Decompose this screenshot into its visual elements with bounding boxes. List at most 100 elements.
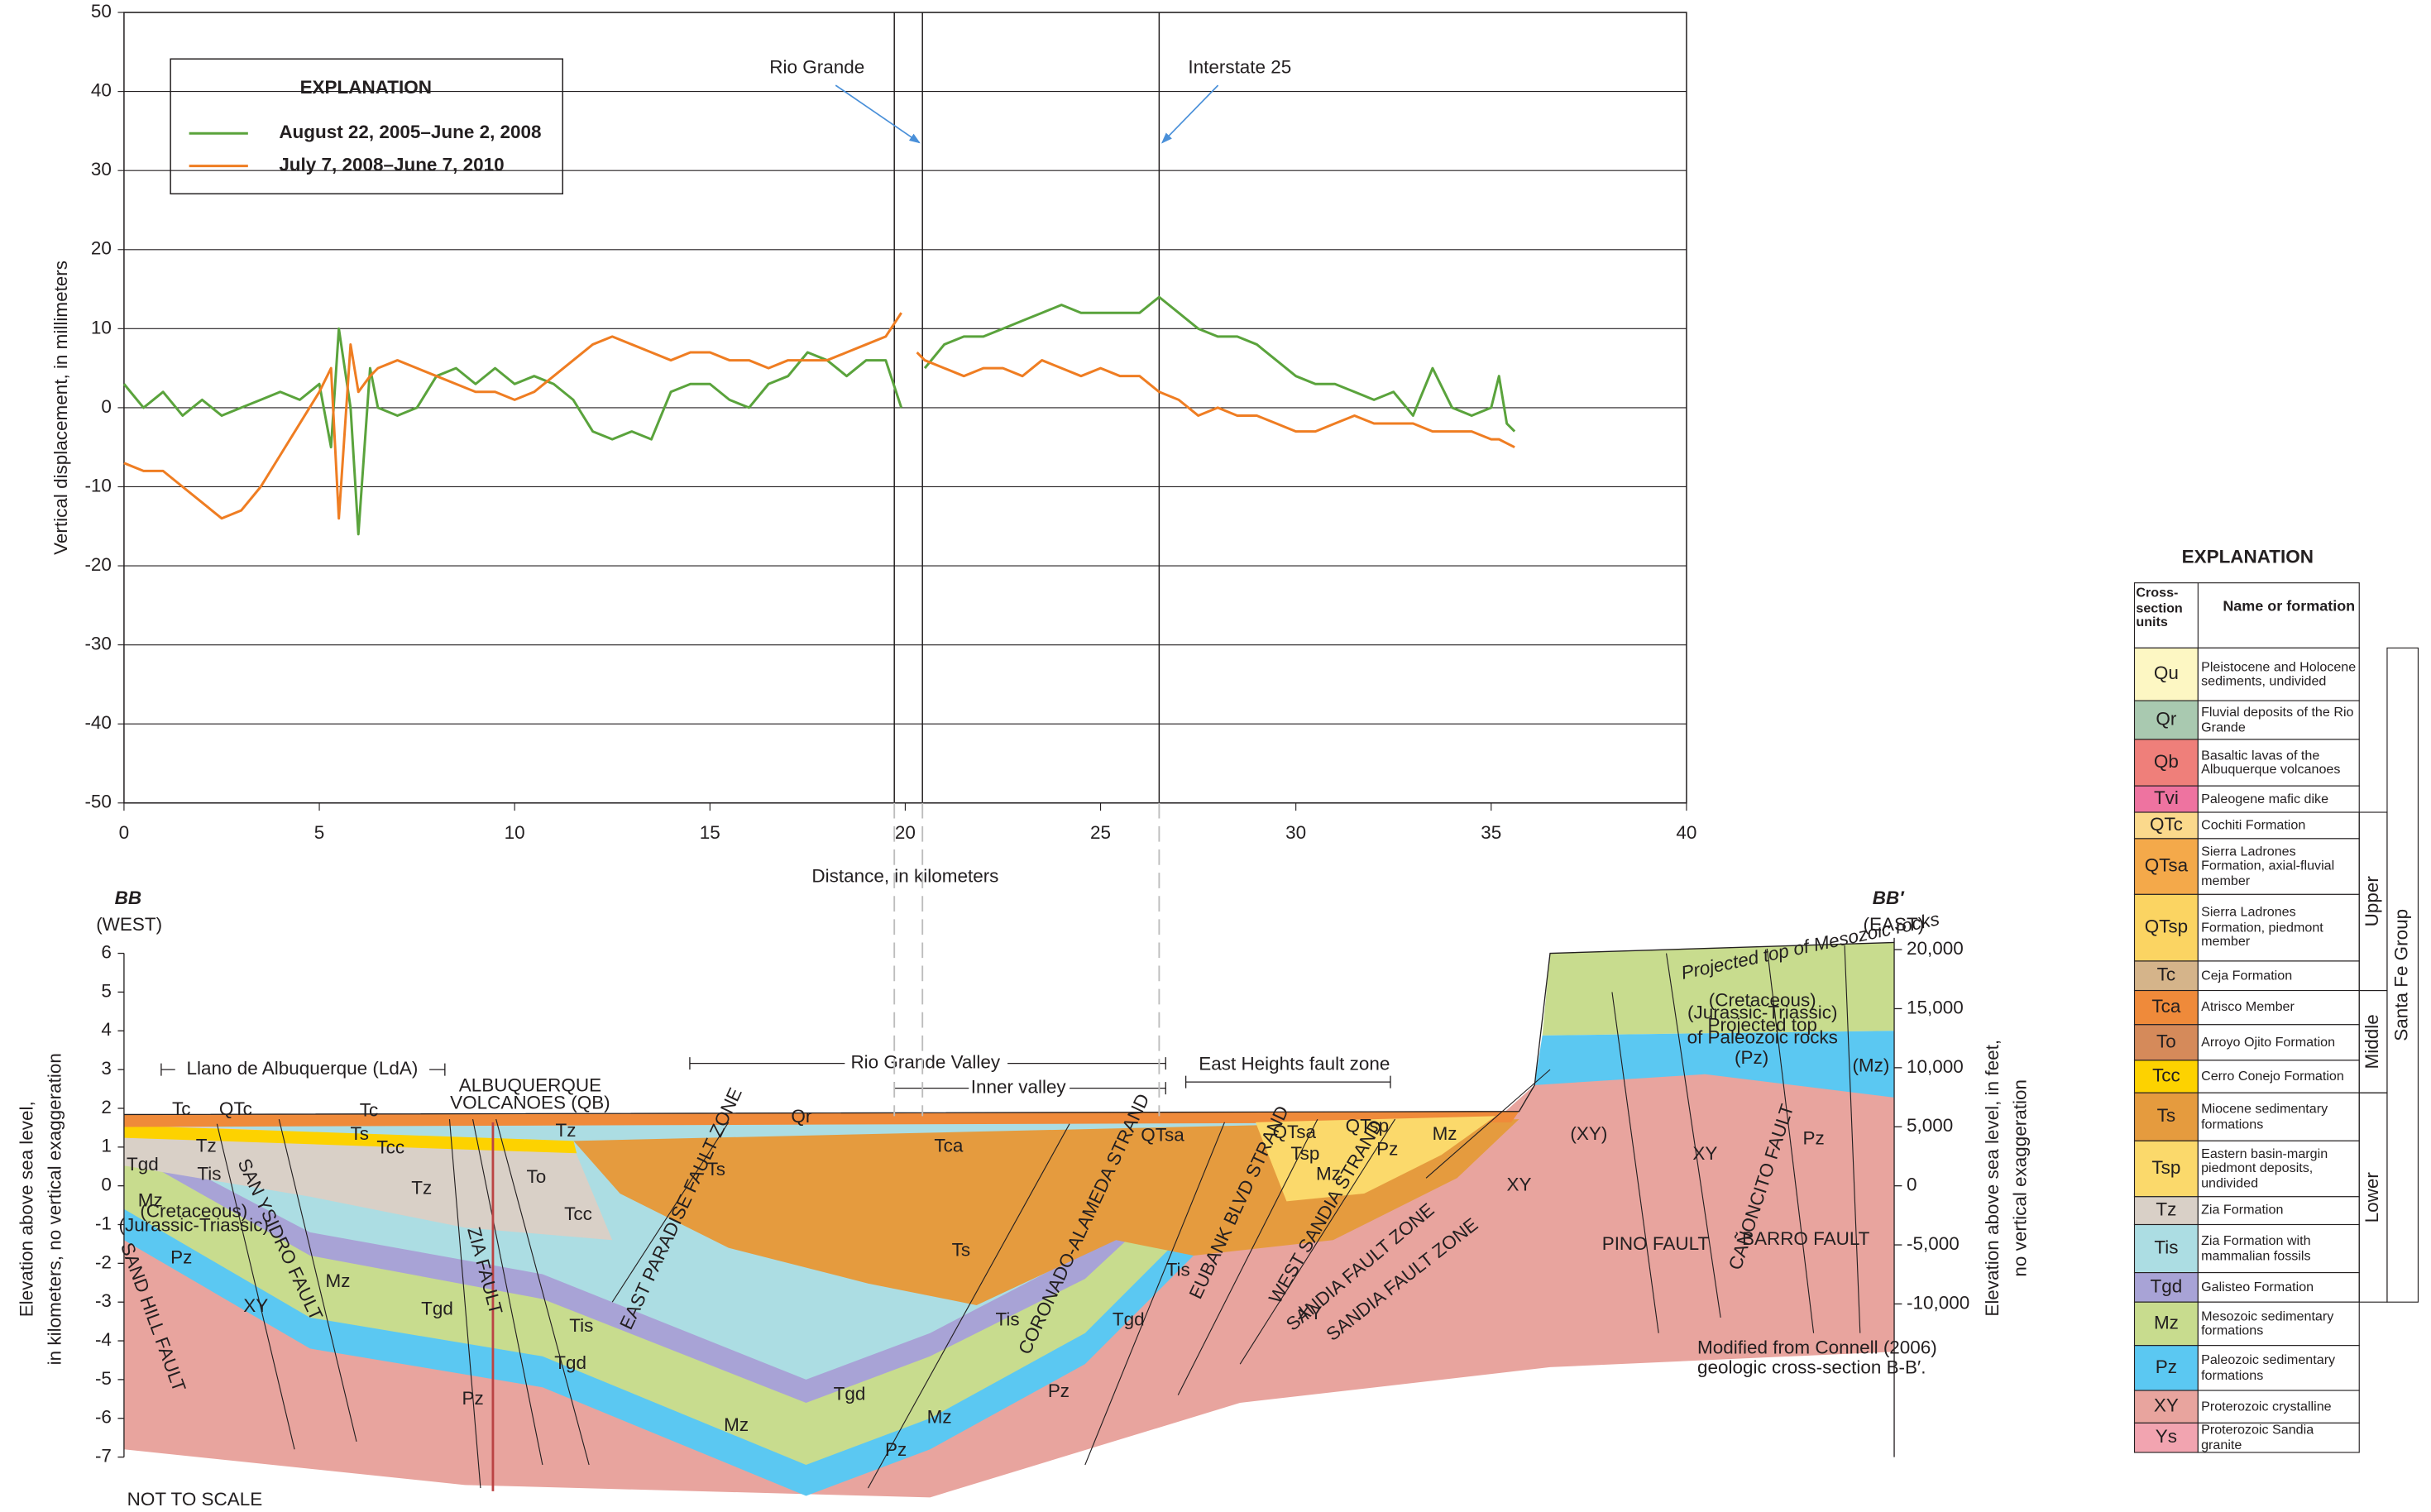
unit-name: Proterozoic crystalline: [2201, 1398, 2332, 1414]
unit-swatch: [2133, 1422, 2199, 1453]
unit-name-box: Eastern basin-margin piedmont deposits, …: [2201, 1146, 2328, 1189]
unit-label: (Pz): [1735, 1047, 1768, 1068]
unit-label: Tis: [569, 1315, 593, 1336]
y-tick-label: -20: [84, 554, 111, 575]
unit-tz: [123, 1122, 613, 1241]
unit-swatch: [2133, 1140, 2199, 1198]
unit-label: of Paleozoic rocks: [1687, 1027, 1838, 1048]
unit-label: XY: [1507, 1175, 1532, 1195]
unit-name-box: Fluvial deposits of the Rio Grande: [2201, 705, 2353, 734]
region-label: VOLCANOES (QB): [450, 1092, 610, 1112]
unit-swatch: [2133, 960, 2199, 992]
header-name: Name or formation: [2223, 598, 2356, 616]
name-cell: [2197, 1422, 2360, 1453]
fault-line: [1084, 1122, 1225, 1466]
unit-code: QTsa: [2145, 855, 2189, 876]
unit-name-box: Atrisco Member: [2201, 999, 2295, 1014]
unit-name-box: Mesozoic sedimentary formations: [2201, 1307, 2334, 1338]
region-bar: [160, 1063, 446, 1076]
west-dir: (WEST): [96, 914, 162, 935]
fault-line: [1665, 953, 1721, 1318]
unit-label: Mz: [138, 1189, 163, 1210]
y-tick-label: -10: [84, 475, 111, 495]
unit-label: Pz: [1376, 1138, 1398, 1159]
section-y2-label: no vertical exaggeration: [2010, 1079, 2031, 1277]
unit-code: Ys: [2156, 1426, 2177, 1447]
unit-code: QTc: [2150, 814, 2183, 835]
unit-name: Galisteo Formation: [2201, 1278, 2314, 1294]
group-label: Lower: [2362, 1172, 2382, 1223]
section-y2-tick-label: 5,000: [1907, 1115, 1953, 1136]
unit-label: Tz: [411, 1177, 432, 1198]
section-y-tick-label: 3: [101, 1058, 112, 1079]
fault-line: [448, 1119, 481, 1489]
x-tick-label: 35: [1481, 822, 1501, 843]
fault-line: [1844, 945, 1861, 1333]
unit-code: To: [2156, 1031, 2176, 1051]
unit-name: Proterozoic Sandia granite: [2201, 1423, 2314, 1452]
unit-label: Mz: [1433, 1123, 1457, 1144]
unit-name-box: Miocene sedimentary formations: [2201, 1101, 2328, 1130]
unit-label: Tz: [196, 1136, 217, 1156]
unit-label: Qr: [791, 1106, 811, 1127]
unit-label: (XY): [1570, 1123, 1607, 1144]
fault-line: [472, 1118, 543, 1466]
section-y-label: in kilometers, no vertical exaggeration: [44, 1053, 65, 1365]
name-cell: [2197, 739, 2360, 787]
section-y2-tick-label: -10,000: [1907, 1292, 1969, 1313]
unit-name: Pleistocene and Holocene sediments, undi…: [2201, 658, 2357, 689]
unit-swatch: [2133, 739, 2199, 787]
unit-code: Tc: [2157, 964, 2175, 985]
x-tick-label: 0: [119, 822, 130, 843]
fault-line: [1239, 1118, 1396, 1365]
annotation-arrow: [835, 84, 921, 144]
unit-name-box: Ceja Formation: [2201, 968, 2292, 983]
legend-label: July 7, 2008–June 7, 2010: [279, 155, 504, 175]
unit-code: Tvi: [2154, 787, 2179, 808]
unit-name: Arroyo Ojito Formation: [2201, 1033, 2336, 1050]
region-label: Rio Grande Valley: [850, 1052, 1000, 1073]
unit-label: (Mz): [1852, 1055, 1889, 1075]
table-header: [2133, 582, 2360, 648]
unit-swatch: [2133, 893, 2199, 962]
unit-label: QTsp: [1346, 1115, 1389, 1136]
unit-name-box: Cerro Conejo Formation: [2201, 1067, 2344, 1084]
x-tick-label: 25: [1090, 822, 1111, 843]
source-note: geologic cross-section B-B′.: [1697, 1357, 1926, 1378]
section-y-tick-label: 6: [101, 941, 112, 962]
x-tick-label: 30: [1285, 822, 1306, 843]
unit-swatch: [2133, 989, 2199, 1026]
header-units-box: Cross-section units: [2136, 586, 2183, 630]
unit-swatch: [2133, 1092, 2199, 1141]
unit-name-box: Arroyo Ojito Formation: [2201, 1033, 2336, 1050]
unit-name: Mesozoic sedimentary formations: [2201, 1307, 2334, 1338]
unit-label: Pz: [1048, 1380, 1070, 1401]
unit-tca: [123, 1111, 1519, 1127]
group-cell: [2386, 647, 2419, 1303]
unit-name-box: Galisteo Formation: [2201, 1278, 2314, 1294]
section-y2-tick-label: 15,000: [1907, 997, 1964, 1017]
unit-name: Sierra Ladrones Formation, piedmont memb…: [2201, 904, 2323, 950]
y-tick-label: -40: [84, 712, 111, 733]
fault-line: [611, 1122, 730, 1303]
section-y-tick-label: -3: [95, 1290, 112, 1311]
y-tick-label: 10: [91, 317, 112, 337]
unit-label: Tz: [556, 1120, 577, 1141]
header-units: Cross-section units: [2136, 586, 2183, 630]
fault-line: [1611, 992, 1659, 1333]
unit-swatch: [2133, 647, 2199, 701]
surface: [123, 941, 1895, 1116]
unit-label: Ts: [952, 1239, 970, 1260]
unit-name: Cerro Conejo Formation: [2201, 1067, 2344, 1084]
unit-label: XY: [243, 1295, 268, 1316]
section-y2-tick-label: -5,000: [1907, 1233, 1960, 1254]
unit-name: Paleozoic sedimentary formations: [2201, 1352, 2336, 1382]
name-cell: [2197, 811, 2360, 840]
x-tick-label: 40: [1676, 822, 1696, 843]
section-y2-tick-label: 0: [1907, 1175, 1917, 1195]
unit-label: Tca: [934, 1136, 963, 1156]
unit-name-box: Sierra Ladrones Formation, piedmont memb…: [2201, 904, 2323, 950]
y-tick-label: 50: [91, 1, 112, 22]
unit-label: (Jurassic-Triassic): [1687, 1002, 1837, 1023]
unit-label: QTc: [219, 1098, 252, 1119]
